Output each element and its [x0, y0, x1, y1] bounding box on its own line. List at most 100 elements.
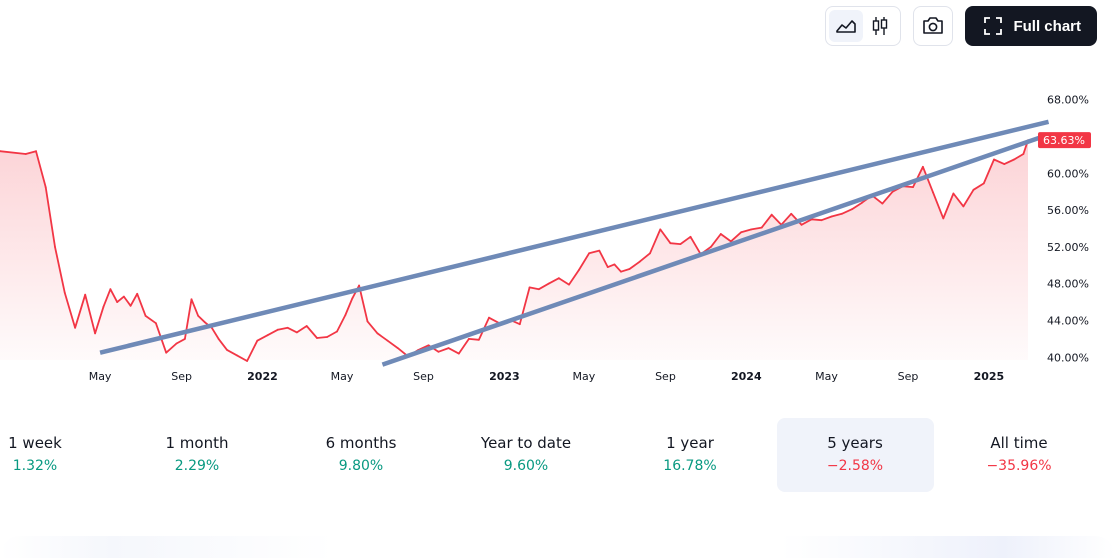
full-chart-button[interactable]: Full chart	[965, 6, 1097, 46]
data-point	[679, 243, 682, 246]
x-tick-label: Sep	[413, 370, 434, 383]
data-point	[116, 301, 119, 303]
y-tick-label: 56.00%	[1047, 204, 1089, 217]
data-point	[197, 315, 200, 317]
last-value-badge-bg	[1038, 132, 1091, 149]
data-point	[437, 350, 440, 353]
data-point	[305, 325, 308, 327]
snapshot-button[interactable]	[913, 6, 954, 46]
data-point	[649, 252, 651, 255]
candles-icon	[873, 17, 888, 35]
data-point	[94, 332, 96, 335]
data-point	[962, 205, 965, 208]
data-point	[129, 304, 132, 307]
data-point	[578, 269, 580, 271]
data-point	[689, 235, 692, 238]
data-point	[336, 330, 338, 333]
performance-chart[interactable]: 68.00%64.00%60.00%56.00%52.00%48.00%44.0…	[0, 60, 1115, 395]
period-1-year[interactable]: 1 year 16.78%	[615, 418, 765, 492]
data-point	[952, 192, 955, 195]
data-point	[841, 212, 843, 215]
period-1-week[interactable]: 1 week 1.32%	[0, 418, 110, 492]
data-point	[558, 277, 560, 280]
chart-toolbar: Full chart	[825, 6, 1097, 46]
area-chart-icon	[836, 20, 857, 33]
data-point	[266, 334, 269, 337]
bottom-panel-edge	[0, 536, 1115, 558]
data-point	[277, 328, 279, 331]
data-point	[478, 338, 480, 341]
y-tick-label: 60.00%	[1047, 167, 1089, 180]
data-point	[568, 283, 570, 286]
data-point	[190, 298, 193, 301]
chart-style-toggle	[825, 6, 902, 46]
data-point	[316, 337, 318, 339]
area-chart-button[interactable]	[829, 10, 864, 42]
data-point	[256, 339, 259, 342]
data-point	[740, 231, 743, 234]
data-point	[1022, 153, 1025, 155]
x-tick-label: May	[815, 370, 838, 383]
data-point	[912, 186, 914, 188]
data-point	[861, 201, 863, 204]
data-point	[184, 338, 186, 340]
period-label: Year to date	[480, 434, 572, 452]
period-change-value: 2.29%	[174, 458, 220, 474]
x-tick-label: 2023	[489, 370, 520, 383]
data-point	[144, 315, 147, 317]
period-change-value: −35.96%	[986, 458, 1052, 474]
data-point	[972, 188, 975, 191]
data-point	[35, 150, 37, 153]
period-1-month[interactable]: 1 month 2.29%	[122, 418, 272, 492]
series-area-fill	[0, 140, 1028, 361]
trendlines	[99, 119, 1050, 367]
x-tick-label: 2025	[974, 370, 1005, 383]
data-point	[427, 344, 430, 347]
data-point	[396, 347, 399, 349]
y-tick-label: 40.00%	[1047, 351, 1089, 364]
data-point	[628, 268, 631, 270]
data-point	[710, 246, 712, 248]
data-point	[606, 266, 609, 268]
data-point	[547, 282, 550, 285]
data-point	[286, 326, 289, 329]
period-6-months[interactable]: 6 months 9.80%	[286, 418, 436, 492]
data-point	[1003, 163, 1006, 165]
data-point	[468, 338, 470, 340]
period-label: 5 years	[827, 434, 883, 452]
trendline[interactable]	[381, 132, 1050, 367]
data-point	[155, 322, 157, 325]
period-year-to-date[interactable]: Year to date 9.60%	[451, 418, 601, 492]
data-point	[891, 190, 894, 193]
period-change-value: 1.32%	[12, 458, 58, 474]
data-point	[296, 331, 298, 334]
trendline[interactable]	[99, 119, 1050, 355]
data-point	[790, 212, 793, 215]
data-point	[538, 288, 540, 291]
data-point	[588, 252, 590, 255]
data-point	[136, 292, 139, 295]
data-point	[770, 213, 773, 216]
x-tick-label: Sep	[171, 370, 192, 383]
data-point	[750, 228, 753, 231]
period-label: 1 year	[666, 434, 714, 452]
data-point	[613, 263, 616, 266]
candles-chart-button[interactable]	[863, 10, 897, 42]
x-tick-label: 2022	[247, 370, 278, 383]
data-point	[447, 347, 450, 349]
data-point	[851, 208, 853, 211]
data-point	[102, 305, 105, 308]
period-change-value: 9.80%	[338, 458, 384, 474]
data-point	[351, 297, 354, 300]
period-change-value: 16.78%	[663, 458, 717, 474]
data-point	[638, 260, 641, 263]
period-all-time[interactable]: All time −35.96%	[944, 418, 1094, 492]
data-point	[0, 150, 1, 153]
data-point	[63, 292, 66, 294]
data-point	[204, 321, 206, 324]
data-point	[217, 338, 220, 340]
period-5-years[interactable]: 5 years −2.58%	[776, 418, 934, 492]
data-point	[358, 284, 360, 287]
data-point	[1013, 158, 1015, 161]
full-chart-label: Full chart	[1013, 17, 1081, 35]
